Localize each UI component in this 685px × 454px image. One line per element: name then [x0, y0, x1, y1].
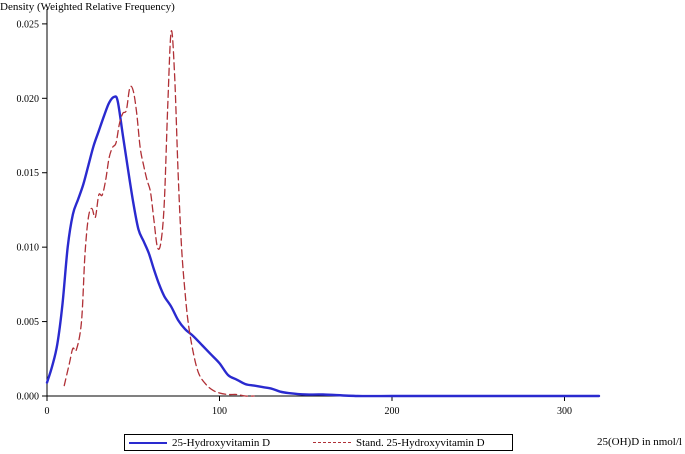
x-tick-label: 300: [557, 406, 572, 417]
series-line-1: [45, 95, 601, 398]
x-tick-label: 0: [45, 406, 50, 417]
y-axis: 0.000 0.005 0.010 0.015 0.020 0.025: [17, 9, 48, 403]
y-tick-label: 0.020: [17, 94, 40, 105]
x-tick-label: 200: [385, 406, 400, 417]
y-tick-label: 0.005: [17, 317, 40, 328]
y-axis-label: Density (Weighted Relative Frequency): [0, 1, 175, 13]
x-axis-label: 25(OH)D in nmol/l: [597, 436, 682, 448]
y-tick-label: 0.000: [17, 392, 40, 403]
y-tick-label: 0.015: [17, 168, 40, 179]
x-axis: 0 100 200 300: [45, 395, 599, 417]
legend: 25-Hydroxyvitamin D Stand. 25-Hydroxyvit…: [124, 434, 513, 451]
legend-swatch-solid: [129, 441, 167, 444]
legend-label-series-2: Stand. 25-Hydroxyvitamin D: [356, 436, 485, 449]
series-layer: [45, 30, 601, 398]
x-tick-label: 100: [212, 406, 227, 417]
y-tick-label: 0.025: [17, 19, 40, 30]
legend-swatch-dashed: [313, 442, 351, 443]
legend-item-series-1: 25-Hydroxyvitamin D: [129, 435, 270, 450]
series-line-2: [63, 30, 255, 397]
y-tick-label: 0.010: [17, 243, 40, 254]
legend-item-series-2: Stand. 25-Hydroxyvitamin D: [313, 435, 485, 450]
legend-label-series-1: 25-Hydroxyvitamin D: [172, 436, 271, 449]
